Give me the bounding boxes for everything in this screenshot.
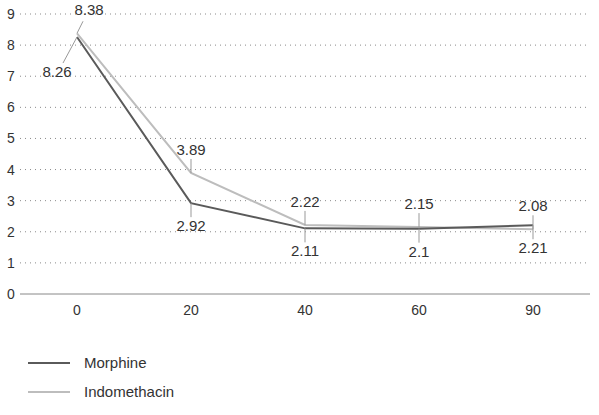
grid-line [20, 45, 590, 46]
label-leader [419, 213, 420, 227]
series-line [77, 37, 533, 229]
label-leader [191, 203, 192, 217]
plot-area [77, 33, 533, 229]
y-range [20, 14, 21, 294]
grid-line [20, 262, 590, 263]
data-label: 8.26 [42, 63, 71, 80]
x-tick-label: 0 [73, 302, 81, 318]
y-tick-label: 5 [7, 130, 15, 146]
y-tick-label: 1 [7, 255, 15, 271]
label-leader [63, 37, 77, 63]
grid-line [20, 76, 590, 77]
x-tick-label: 20 [183, 302, 199, 318]
chart-svg: 01234567890204060908.262.922.112.12.218.… [0, 0, 599, 415]
label-leader [305, 228, 306, 242]
x-tick-label: 90 [525, 302, 541, 318]
chart-container: 01234567890204060908.262.922.112.12.218.… [0, 0, 599, 415]
grid-line [20, 138, 590, 139]
data-label: 2.08 [518, 197, 547, 214]
x-tick-label: 60 [411, 302, 427, 318]
grid-line [20, 107, 590, 108]
label-leader [305, 211, 306, 225]
data-label: 2.1 [409, 243, 430, 260]
y-tick-label: 8 [7, 37, 15, 53]
legend-swatch [28, 362, 70, 364]
legend-swatch [28, 391, 70, 393]
legend-label: Indomethacin [84, 383, 174, 400]
data-label: 2.92 [176, 217, 205, 234]
data-label: 8.38 [74, 1, 103, 18]
data-label: 2.11 [291, 242, 319, 259]
y-tick-label: 4 [7, 162, 15, 178]
data-label: 3.89 [176, 141, 205, 158]
grid-line [20, 169, 590, 170]
series-line [77, 33, 533, 229]
y-tick-label: 6 [7, 99, 15, 115]
y-tick-label: 2 [7, 224, 15, 240]
label-leader [77, 21, 83, 33]
data-label: 2.15 [404, 195, 433, 212]
x-tick-label: 40 [297, 302, 313, 318]
data-label: 2.22 [290, 193, 319, 210]
y-tick-label: 7 [7, 68, 15, 84]
label-leader [533, 215, 534, 229]
y-tick-label: 9 [7, 6, 15, 22]
y-tick-label: 3 [7, 193, 15, 209]
x-axis [20, 294, 590, 295]
grid-line [20, 14, 590, 15]
label-leader [191, 159, 192, 173]
label-leader [419, 229, 420, 243]
legend-label: Morphine [84, 354, 147, 371]
data-label: 2.21 [518, 239, 547, 256]
y-tick-label: 0 [7, 286, 15, 302]
